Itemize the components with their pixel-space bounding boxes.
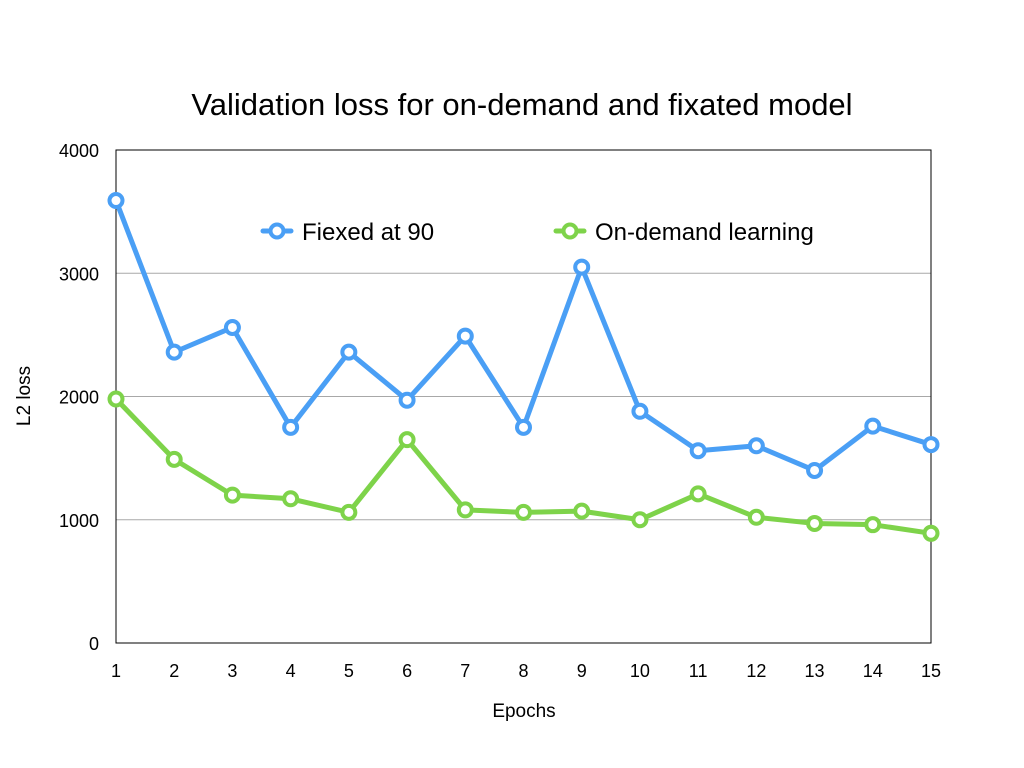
data-point bbox=[456, 327, 474, 345]
x-tick-label: 6 bbox=[402, 661, 412, 681]
y-tick-label: 0 bbox=[89, 634, 99, 654]
data-point bbox=[515, 503, 532, 521]
y-tick-label: 4000 bbox=[59, 141, 99, 161]
data-point bbox=[398, 431, 416, 449]
data-point bbox=[340, 503, 358, 521]
data-point bbox=[573, 258, 591, 276]
series-2 bbox=[107, 390, 940, 542]
chart-title: Validation loss for on-demand and fixate… bbox=[191, 87, 852, 122]
x-tick-label: 13 bbox=[805, 661, 825, 681]
data-point bbox=[107, 192, 125, 210]
x-axis-ticks: 1 2 3 4 5 6 7 8 9 10 11 12 13 14 15 bbox=[111, 661, 941, 681]
data-point bbox=[806, 514, 824, 532]
legend-label: Fiexed at 90 bbox=[302, 219, 434, 246]
data-point bbox=[515, 418, 532, 436]
data-point bbox=[922, 436, 940, 454]
y-axis-ticks: 0 1000 2000 3000 4000 bbox=[59, 141, 99, 654]
data-point bbox=[631, 511, 649, 529]
data-point bbox=[223, 318, 241, 336]
x-tick-label: 7 bbox=[460, 661, 470, 681]
y-tick-label: 3000 bbox=[59, 264, 99, 284]
data-point bbox=[340, 343, 358, 361]
data-point bbox=[282, 490, 300, 508]
data-point bbox=[864, 417, 882, 435]
legend-swatch-marker bbox=[561, 222, 579, 240]
data-point bbox=[456, 501, 474, 519]
data-point bbox=[806, 461, 824, 479]
data-point bbox=[864, 516, 882, 534]
x-tick-label: 14 bbox=[863, 661, 883, 681]
data-point bbox=[223, 486, 241, 504]
legend-swatch-marker bbox=[268, 222, 286, 240]
legend-item: On-demand learning bbox=[553, 219, 814, 246]
x-axis-label: Epochs bbox=[492, 701, 555, 722]
legend-label: On-demand learning bbox=[595, 219, 814, 246]
x-tick-label: 2 bbox=[169, 661, 179, 681]
data-point bbox=[573, 502, 591, 520]
data-point bbox=[282, 418, 300, 436]
data-point bbox=[165, 450, 183, 468]
y-tick-label: 1000 bbox=[59, 511, 99, 531]
y-axis-label: L2 loss bbox=[14, 366, 35, 426]
x-tick-label: 15 bbox=[921, 661, 941, 681]
x-tick-label: 8 bbox=[518, 661, 528, 681]
series-layer bbox=[107, 192, 940, 542]
data-point bbox=[747, 508, 765, 526]
x-tick-label: 3 bbox=[227, 661, 237, 681]
data-point bbox=[398, 391, 416, 409]
x-tick-label: 12 bbox=[746, 661, 766, 681]
legend: Fiexed at 90 On-demand learning bbox=[260, 219, 814, 246]
data-point bbox=[747, 437, 765, 455]
x-tick-label: 10 bbox=[630, 661, 650, 681]
data-point bbox=[922, 524, 940, 542]
y-tick-label: 2000 bbox=[59, 388, 99, 408]
gridlines bbox=[116, 272, 931, 521]
data-point bbox=[107, 390, 125, 408]
legend-item: Fiexed at 90 bbox=[260, 219, 434, 246]
data-point bbox=[165, 343, 183, 361]
x-tick-label: 1 bbox=[111, 661, 121, 681]
series-1 bbox=[107, 192, 940, 479]
x-tick-label: 11 bbox=[689, 661, 708, 681]
data-point bbox=[689, 442, 707, 460]
data-point bbox=[631, 402, 649, 420]
data-point bbox=[689, 485, 707, 503]
x-tick-label: 9 bbox=[577, 661, 587, 681]
x-tick-label: 5 bbox=[344, 661, 354, 681]
x-tick-label: 4 bbox=[286, 661, 296, 681]
